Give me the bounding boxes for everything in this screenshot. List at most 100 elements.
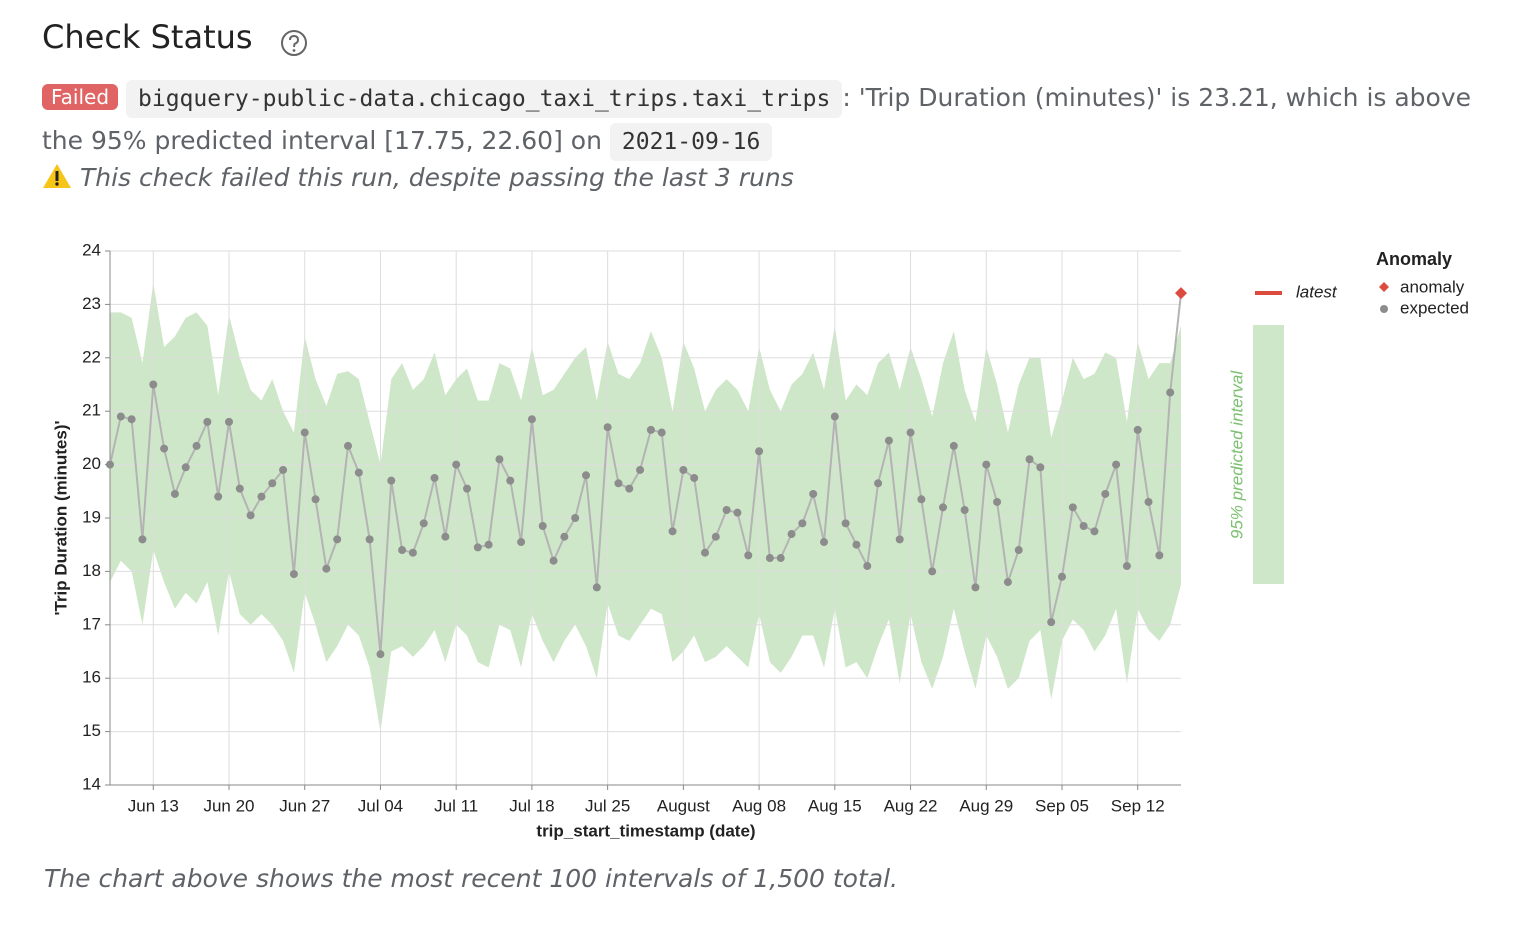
- expected-point: [852, 540, 861, 549]
- x-tick-label: Jul 18: [509, 796, 554, 815]
- expected-point: [322, 564, 331, 573]
- expected-point: [1112, 460, 1121, 469]
- expected-point: [441, 532, 450, 541]
- expected-point: [1133, 425, 1142, 434]
- y-tick-label: 14: [82, 774, 101, 793]
- x-tick-label: Aug 29: [959, 796, 1013, 815]
- expected-point: [657, 428, 666, 437]
- expected-point: [863, 562, 872, 571]
- run-date: 2021-09-16: [609, 123, 773, 161]
- legend-latest-label: latest: [1296, 282, 1338, 301]
- trend-line: [109, 293, 1182, 655]
- expected-point: [1144, 497, 1153, 506]
- x-tick-label: Jun 20: [203, 796, 254, 815]
- expected-point: [776, 554, 785, 563]
- expected-point: [1047, 618, 1056, 627]
- warning-text: This check failed this run, despite pass…: [80, 163, 794, 192]
- page-title: Check Status: [42, 18, 253, 56]
- expected-point: [246, 511, 255, 520]
- expected-point: [214, 492, 223, 501]
- expected-point: [722, 505, 731, 514]
- expected-point: [668, 527, 677, 536]
- help-icon[interactable]: [280, 29, 308, 57]
- x-tick-label: Sep 12: [1111, 796, 1165, 815]
- expected-point: [398, 546, 407, 555]
- expected-point: [506, 476, 515, 485]
- x-tick-label: Sep 05: [1035, 796, 1089, 815]
- expected-point: [408, 548, 417, 557]
- expected-point: [820, 538, 828, 547]
- expected-point: [690, 473, 699, 482]
- expected-point: [679, 465, 688, 474]
- expected-point: [549, 556, 558, 565]
- expected-point: [1155, 551, 1164, 560]
- expected-point: [1025, 455, 1034, 464]
- prediction-band: [110, 283, 1181, 732]
- legend-band-label: 95% predicted interval: [1227, 370, 1246, 539]
- legend-expected-label: expected: [1400, 298, 1469, 317]
- expected-point: [170, 489, 179, 498]
- expected-point: [354, 468, 363, 477]
- expected-point: [928, 567, 937, 576]
- expected-point: [592, 583, 601, 592]
- y-tick-label: 21: [82, 401, 101, 420]
- expected-point: [1090, 527, 1099, 536]
- expected-point: [1166, 388, 1175, 397]
- legend-anomaly-symbol: [1379, 282, 1389, 292]
- expected-point: [344, 441, 352, 450]
- status-message: Failed bigquery-public-data.chicago_taxi…: [42, 76, 1502, 163]
- expected-point: [582, 471, 590, 480]
- chart: trip_start_timestamp (date) 'Trip Durati…: [51, 240, 1469, 840]
- x-tick-label: August: [657, 796, 710, 815]
- expected-point: [300, 428, 309, 437]
- expected-point: [625, 484, 634, 493]
- expected-point: [949, 441, 958, 450]
- expected-point: [960, 505, 969, 514]
- expected-point: [982, 460, 991, 469]
- expected-point: [257, 492, 266, 501]
- expected-point: [1014, 546, 1023, 555]
- y-tick-label: 19: [82, 507, 101, 526]
- expected-point: [1068, 503, 1077, 512]
- expected-point: [939, 503, 947, 512]
- legend-band-swatch: [1253, 325, 1284, 584]
- x-tick-label: Jul 11: [434, 796, 478, 815]
- legend-title: Anomaly: [1376, 249, 1452, 269]
- x-axis-label: trip_start_timestamp (date): [536, 821, 755, 840]
- x-tick-label: Jul 25: [585, 796, 630, 815]
- expected-point: [333, 535, 342, 544]
- expected-point: [884, 436, 893, 445]
- y-tick-label: 17: [82, 614, 101, 633]
- expected-point: [235, 484, 244, 493]
- expected-point: [755, 447, 764, 456]
- legend-anomaly-label: anomaly: [1400, 277, 1465, 296]
- expected-point: [1122, 562, 1131, 571]
- y-tick-label: 20: [82, 454, 101, 473]
- expected-point: [874, 479, 883, 488]
- expected-point: [603, 423, 612, 432]
- expected-point: [106, 460, 114, 469]
- x-tick-label: Aug 15: [808, 796, 862, 815]
- footer-note: The chart above shows the most recent 10…: [44, 864, 898, 893]
- expected-point: [614, 479, 623, 488]
- expected-point: [571, 514, 580, 522]
- expected-point: [906, 428, 915, 437]
- expected-point: [192, 441, 201, 450]
- expected-point: [733, 508, 742, 517]
- expected-point: [517, 538, 526, 547]
- expected-point: [430, 473, 439, 482]
- expected-point: [279, 465, 288, 474]
- expected-point: [1058, 572, 1066, 581]
- y-tick-label: 18: [82, 561, 101, 580]
- status-text: : 'Trip Duration (minutes)' is 23.21, wh…: [42, 83, 1472, 155]
- expected-point: [387, 476, 396, 485]
- expected-point: [289, 570, 298, 579]
- expected-point: [138, 535, 147, 544]
- expected-point: [116, 412, 125, 421]
- expected-point: [560, 532, 569, 541]
- x-tick-label: Aug 22: [884, 796, 938, 815]
- expected-point: [787, 530, 796, 539]
- x-tick-label: Jun 13: [128, 796, 179, 815]
- expected-point: [463, 484, 471, 493]
